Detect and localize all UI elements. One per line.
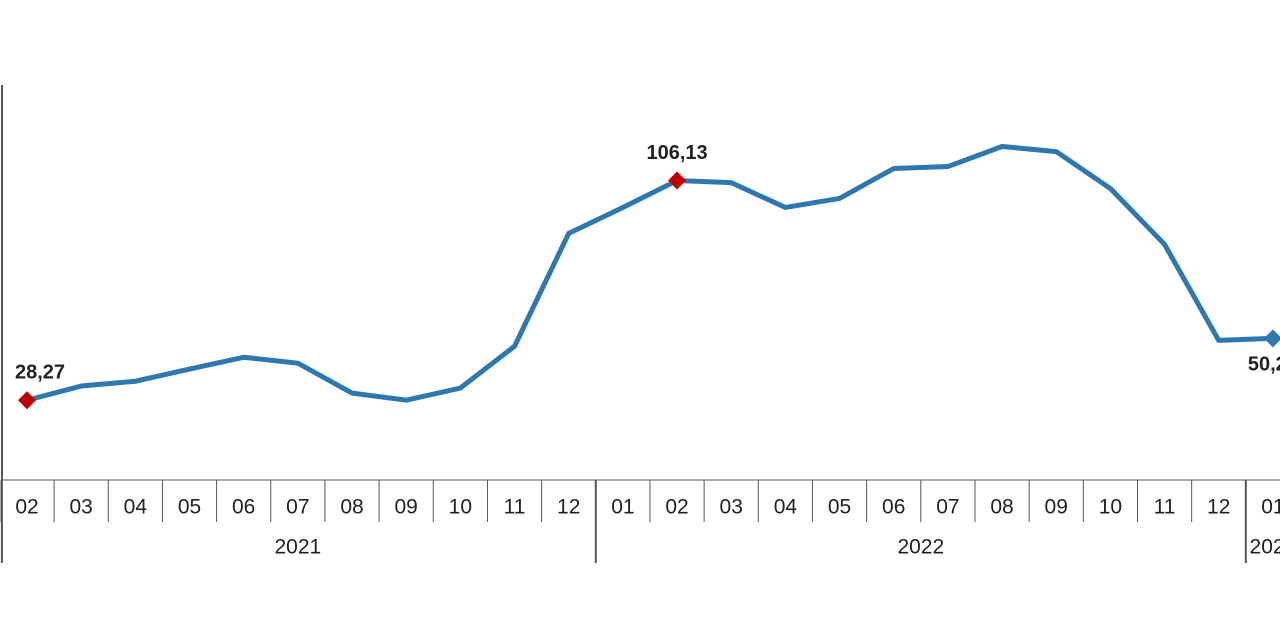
x-tick-label: 02 xyxy=(15,496,38,519)
x-tick-label: 01 xyxy=(611,496,634,519)
data-label: 50,20 xyxy=(1248,354,1280,376)
x-tick-label: 09 xyxy=(1045,496,1068,519)
x-tick-label: 06 xyxy=(882,496,905,519)
x-tick-label: 09 xyxy=(395,496,418,519)
marker xyxy=(1263,329,1280,348)
x-tick-label: 12 xyxy=(557,496,580,519)
x-tick-label: 05 xyxy=(178,496,201,519)
data-label: 106,13 xyxy=(646,142,707,164)
data-label: 28,27 xyxy=(15,362,65,384)
x-tick-label: 06 xyxy=(232,496,255,519)
x-tick-label: 04 xyxy=(774,496,798,519)
marker xyxy=(668,171,687,190)
x-tick-label: 03 xyxy=(69,496,92,519)
x-tick-label: 07 xyxy=(286,496,309,519)
year-label: 2022 xyxy=(897,536,944,559)
x-tick-label: 10 xyxy=(1099,496,1122,519)
x-tick-label: 12 xyxy=(1207,496,1230,519)
x-tick-label: 05 xyxy=(828,496,851,519)
x-tick-label: 11 xyxy=(504,496,526,519)
x-tick-label: 03 xyxy=(720,496,743,519)
x-tick-label: 04 xyxy=(124,496,148,519)
year-label: 2021 xyxy=(274,536,321,559)
marker xyxy=(18,391,36,410)
x-tick-label: 02 xyxy=(665,496,688,519)
x-tick-label: 08 xyxy=(990,496,1013,519)
line xyxy=(26,144,1274,403)
x-tick-label: 10 xyxy=(449,496,472,519)
x-tick-label: 11 xyxy=(1154,496,1176,519)
x-tick-label: 01 xyxy=(1261,496,1280,519)
x-tick-label: 08 xyxy=(340,496,363,519)
x-tick-label: 07 xyxy=(936,496,959,519)
year-label: 2023 xyxy=(1250,536,1280,559)
